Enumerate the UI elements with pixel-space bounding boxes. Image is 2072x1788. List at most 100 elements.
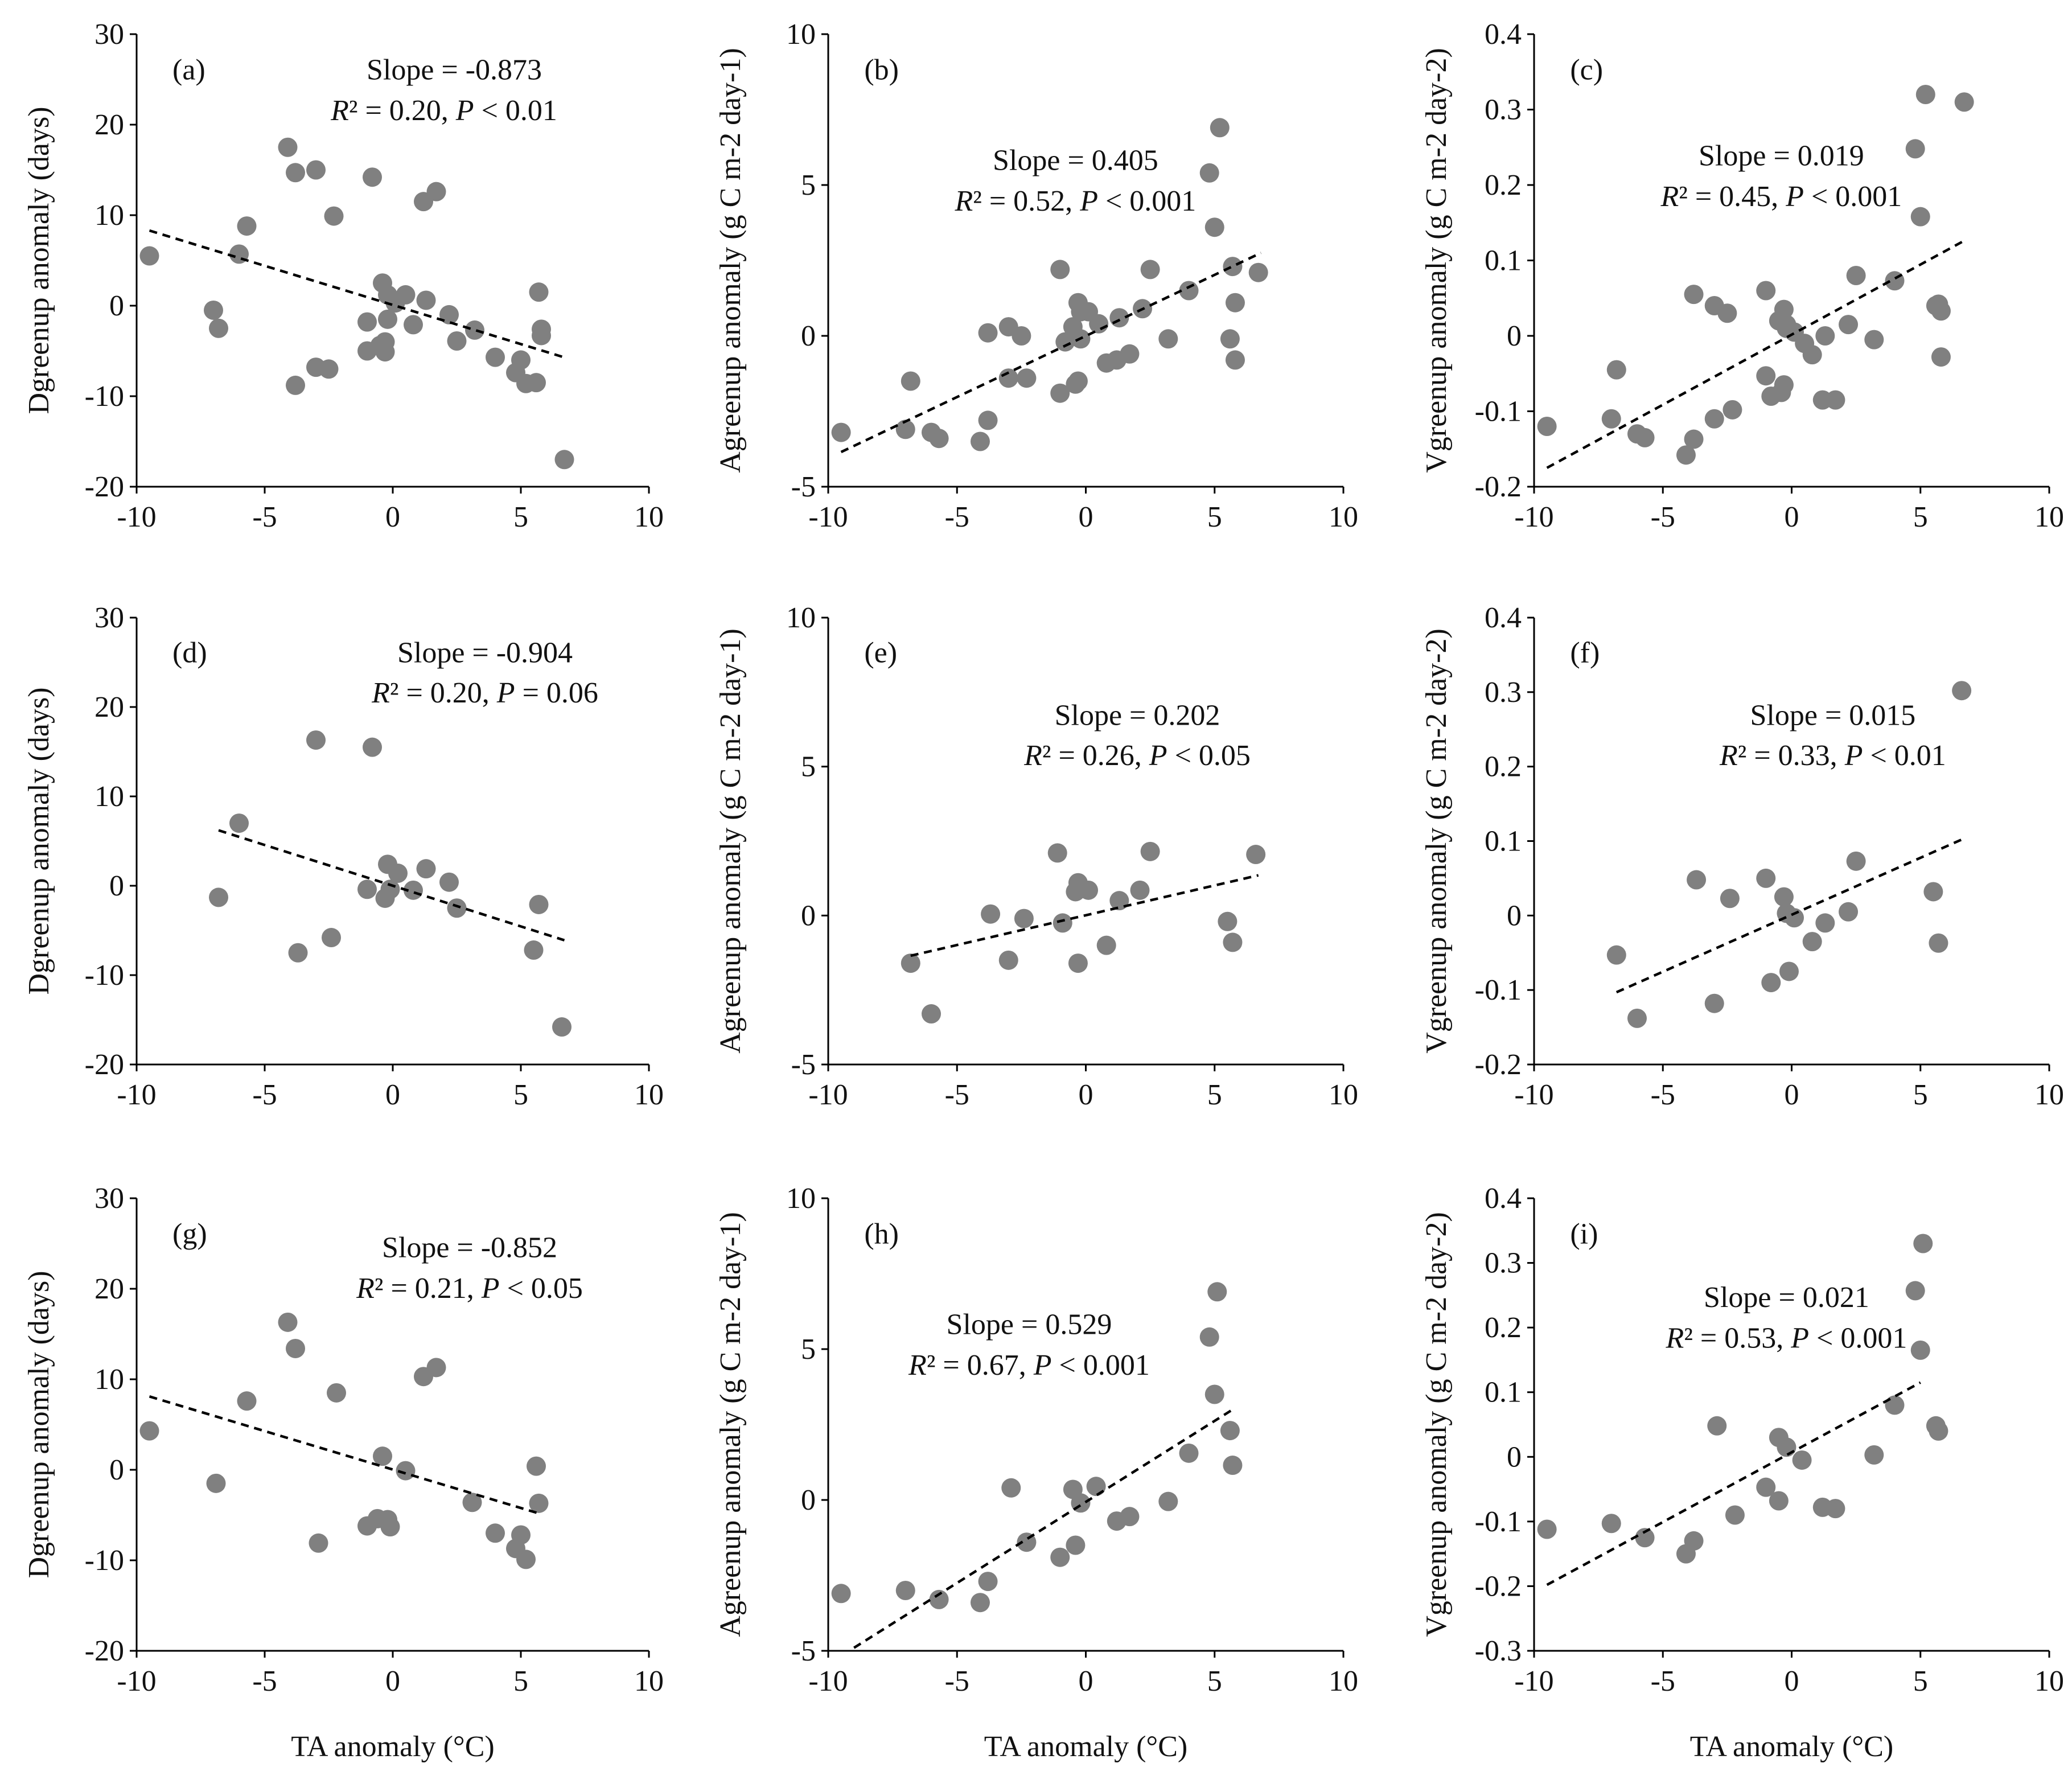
data-point [1012, 326, 1031, 346]
p-symbol: P [1790, 1322, 1809, 1354]
x-tick-label: 0 [1785, 1665, 1799, 1697]
data-point [1606, 945, 1626, 965]
y-tick-label: 0.2 [1485, 751, 1522, 783]
data-point [1756, 868, 1776, 888]
data-point [1120, 344, 1140, 364]
data-point [998, 950, 1018, 970]
x-tick-label: 0 [1785, 501, 1799, 533]
r-symbol: R [371, 677, 390, 709]
data-point [901, 953, 920, 973]
data-point [306, 160, 326, 180]
data-point [1846, 851, 1866, 871]
r-symbol: R [330, 94, 349, 127]
data-point [1802, 932, 1822, 952]
r2-value: ² = 0.52, [973, 185, 1080, 217]
y-axis-label: Vgreenup anomaly (g C m-2 day-2) [1420, 48, 1453, 473]
data-point [426, 1358, 446, 1378]
data-point [447, 331, 467, 351]
data-point [1109, 891, 1129, 911]
x-tick-label: -5 [252, 1079, 277, 1111]
x-tick-label: -10 [117, 501, 156, 533]
p-symbol: P [1785, 180, 1804, 213]
data-point [404, 315, 423, 335]
data-point [978, 410, 998, 430]
stat-text: R² = 0.20, P < 0.01 [330, 94, 557, 127]
p-symbol: P [455, 94, 474, 127]
y-tick-label: 0.3 [1485, 1247, 1522, 1280]
y-axis-label: Agreenup anomaly (g C m-2 day-1) [714, 48, 747, 473]
slope-text: Slope = -0.852 [382, 1231, 557, 1264]
axis-frame [827, 34, 1343, 488]
x-tick-label: 5 [1913, 501, 1928, 533]
data-point [380, 1517, 400, 1537]
x-tick-label: 10 [1329, 501, 1358, 533]
y-tick-label: 0.4 [1485, 18, 1522, 51]
data-point [527, 373, 546, 393]
x-tick-label: 0 [1079, 501, 1093, 533]
data-point [1864, 1445, 1884, 1465]
stat-text: R² = 0.67, P < 0.001 [908, 1349, 1150, 1382]
data-point [1885, 1395, 1905, 1415]
data-point [1826, 390, 1845, 410]
x-tick-label: 10 [634, 501, 664, 533]
x-tick-label: -10 [808, 1079, 848, 1111]
axis-frame [135, 1198, 649, 1652]
p-symbol: P [1079, 185, 1098, 217]
y-tick-label: 20 [94, 1273, 124, 1305]
x-tick-label: 5 [1913, 1665, 1928, 1697]
r-symbol: R [1023, 739, 1042, 772]
y-tick-label: 0 [801, 320, 816, 352]
data-point [1089, 314, 1109, 334]
data-point [1199, 1327, 1219, 1347]
x-axis-label: TA anomaly (°C) [291, 1731, 494, 1763]
data-point [209, 318, 228, 338]
x-tick-label: -5 [945, 1079, 969, 1111]
data-point [1684, 429, 1704, 449]
p-symbol: P [1033, 1349, 1052, 1382]
data-point [1910, 207, 1930, 227]
data-point [1537, 417, 1557, 436]
data-point [229, 813, 249, 833]
data-point [895, 1581, 915, 1600]
trend-line [1546, 238, 1968, 469]
trend-line [853, 1407, 1236, 1649]
y-tick-label: 0.2 [1485, 1312, 1522, 1344]
data-point [1905, 139, 1925, 159]
x-axis-label: TA anomaly (°C) [1690, 1731, 1893, 1763]
data-point [237, 216, 257, 236]
panel-label: (f) [1570, 637, 1600, 669]
data-point [1756, 281, 1776, 301]
data-point [895, 420, 915, 439]
data-point [511, 1525, 531, 1545]
data-point [465, 320, 484, 340]
data-point [1913, 1234, 1933, 1253]
x-tick-label: -10 [117, 1079, 156, 1111]
y-tick-label: 30 [94, 18, 124, 51]
panel-i: -0.3 -0.2 -0.1 0 0.1 0.2 0.3 0.4 -10 -5 0 5 10 Vgreen… [1420, 1182, 2064, 1763]
p-symbol: P [496, 677, 515, 709]
r2-value: ² = 0.20, [349, 94, 456, 127]
y-tick-label: 0.1 [1485, 1376, 1522, 1409]
r2-value: ² = 0.67, [927, 1349, 1034, 1382]
y-tick-label: 0 [109, 870, 124, 902]
data-point [1720, 889, 1740, 909]
x-tick-label: 10 [2034, 1665, 2064, 1697]
data-point [1204, 217, 1224, 237]
data-point [286, 163, 305, 183]
data-point [1774, 299, 1794, 319]
data-point [1158, 1491, 1178, 1511]
p-value: < 0.05 [500, 1272, 583, 1305]
data-point [1086, 1477, 1106, 1497]
data-point [1047, 843, 1067, 863]
slope-text: Slope = -0.904 [397, 637, 573, 669]
data-point [1952, 681, 1972, 701]
y-tick-label: -0.3 [1475, 1635, 1522, 1667]
data-point [306, 730, 326, 750]
data-point [1014, 909, 1034, 928]
data-point [139, 1421, 159, 1441]
y-axis-label: Vgreenup anomaly (g C m-2 day-2) [1420, 1212, 1453, 1637]
data-point [1079, 880, 1099, 900]
y-tick-label: 20 [94, 691, 124, 724]
